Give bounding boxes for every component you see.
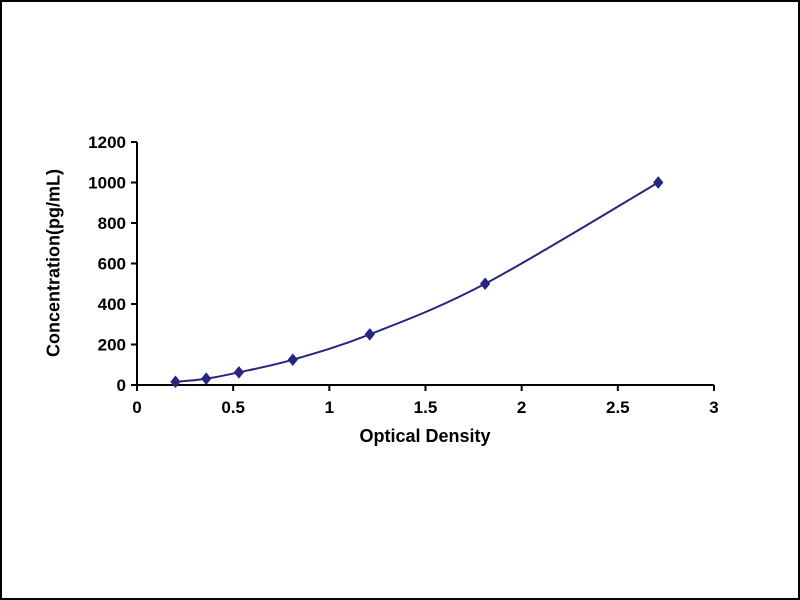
x-tick-label: 2 xyxy=(517,398,526,417)
y-tick-label: 400 xyxy=(98,295,126,314)
x-tick-label: 2.5 xyxy=(606,398,630,417)
y-tick-label: 200 xyxy=(98,336,126,355)
y-axis-label: Concentration(pg/mL) xyxy=(43,169,64,357)
y-tick-label: 600 xyxy=(98,255,126,274)
x-axis-label: Optical Density xyxy=(359,426,491,446)
x-tick-label: 3 xyxy=(709,398,718,417)
data-point-marker xyxy=(364,328,375,341)
data-point-marker xyxy=(479,277,491,291)
y-tick-label: 1200 xyxy=(88,133,126,152)
data-point-marker xyxy=(201,372,212,385)
y-tick-label: 0 xyxy=(117,376,126,395)
x-tick-label: 0.5 xyxy=(221,398,245,417)
y-tick-label: 800 xyxy=(98,214,126,233)
y-tick-label: 1000 xyxy=(88,174,126,193)
curve-line xyxy=(175,181,659,383)
data-point-marker xyxy=(287,353,298,366)
data-point-marker xyxy=(170,375,181,389)
data-point-marker xyxy=(653,176,664,189)
data-point-marker xyxy=(233,366,245,379)
x-tick-label: 0 xyxy=(132,398,141,417)
x-tick-label: 1.5 xyxy=(414,398,438,417)
x-tick-label: 1 xyxy=(325,398,334,417)
